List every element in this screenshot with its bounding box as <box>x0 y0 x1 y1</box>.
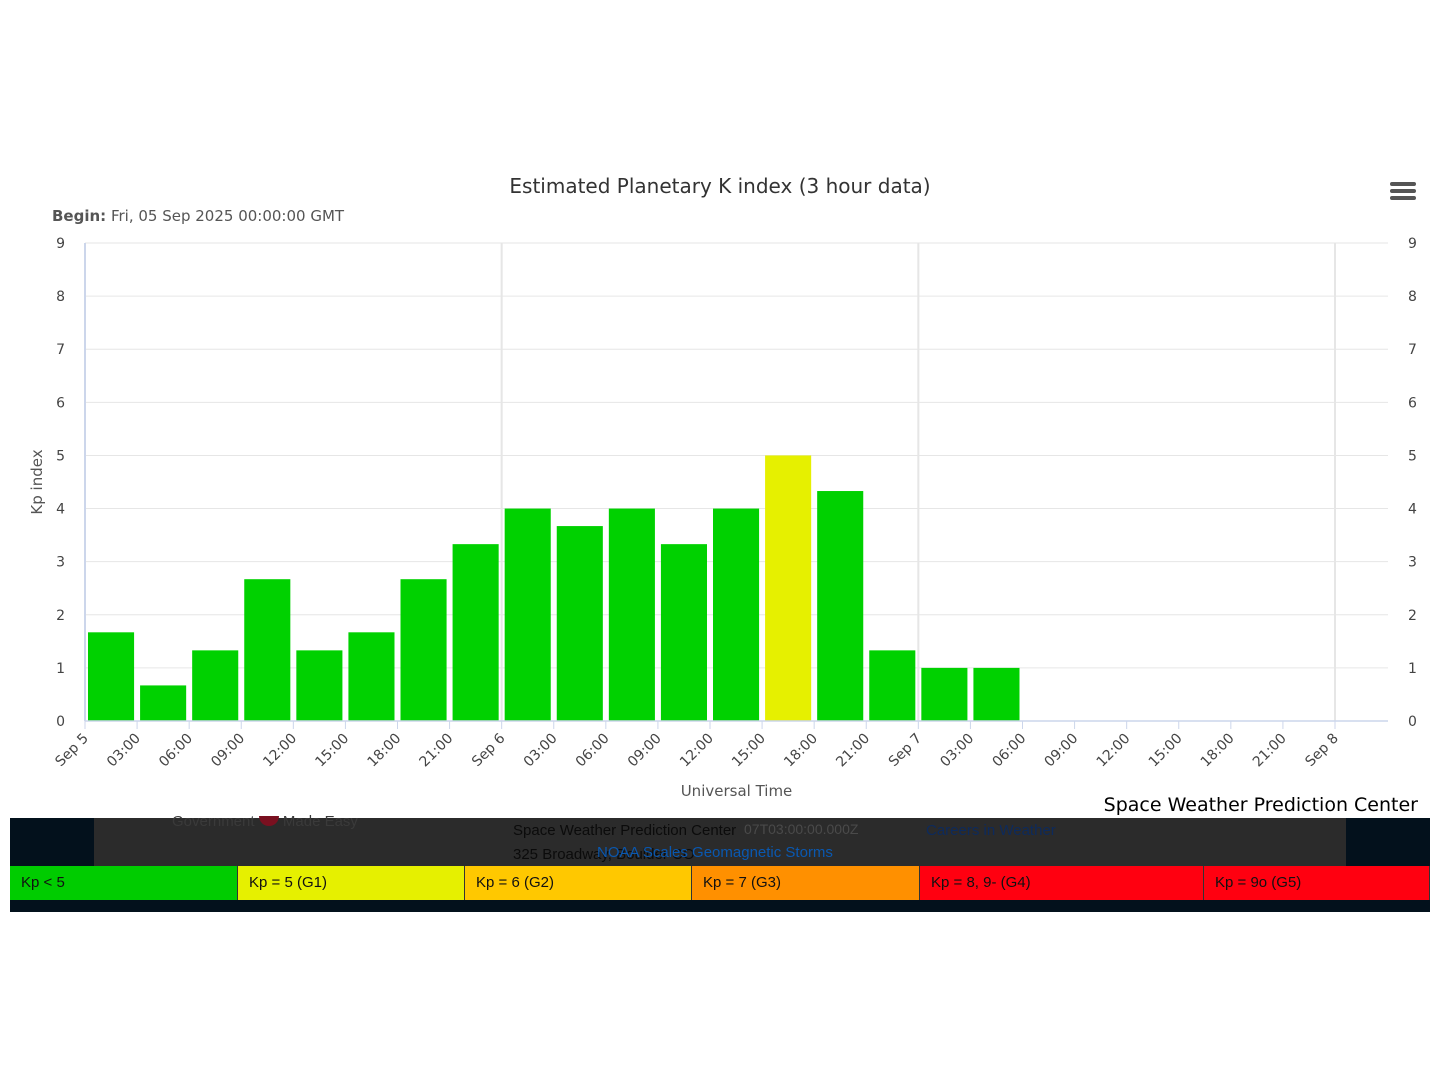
y-tick-label-right: 9 <box>1408 236 1417 252</box>
kp-bar <box>400 579 447 721</box>
x-tick-label: 12:00 <box>1094 731 1134 771</box>
x-tick-label: 18:00 <box>1198 731 1238 771</box>
kp-bar <box>556 526 603 721</box>
kp-bar <box>504 508 551 721</box>
x-tick-label: 15:00 <box>1146 731 1186 771</box>
chart-credit[interactable]: Space Weather Prediction Center <box>1103 794 1418 816</box>
kp-bar <box>869 650 916 721</box>
x-tick-label: 09:00 <box>625 731 665 771</box>
x-tick-label: 06:00 <box>573 731 613 771</box>
y-tick-label-right: 7 <box>1408 342 1417 358</box>
chart-title: Estimated Planetary K index (3 hour data… <box>509 174 931 198</box>
y-tick-label-right: 0 <box>1408 714 1417 730</box>
kp-bar <box>348 632 395 721</box>
kp-bar-chart: 0 0 1 1 2 2 3 3 4 4 5 5 6 6 7 7 8 8 9 9 Sep 5 03:00 06:00 09:00… <box>28 236 1417 800</box>
y-tick-label-left: 7 <box>56 342 65 358</box>
y-tick-label-left: 1 <box>56 661 65 677</box>
subtitle-value: Fri, 05 Sep 2025 00:00:00 GMT <box>110 207 345 225</box>
chart-subtitle: Begin: Fri, 05 Sep 2025 00:00:00 GMT <box>52 207 344 225</box>
scale-legend-item: Kp = 6 (G2) <box>465 866 692 900</box>
menu-line <box>1390 182 1416 186</box>
footer-address: 325 Broadway, Boulder CO <box>513 846 695 863</box>
footer-timestamp: 07T03:00:00.000Z <box>744 821 859 837</box>
y-tick-label-left: 9 <box>56 236 65 252</box>
kp-scale-legend: Kp < 5 Kp = 5 (G1) Kp = 6 (G2) Kp = 7 (G3) K… <box>10 866 1430 900</box>
scale-legend-item: Kp = 5 (G1) <box>238 866 465 900</box>
kp-bar <box>140 685 187 721</box>
kp-bar <box>973 667 1020 721</box>
x-tick-label: 12:00 <box>260 731 300 771</box>
y-tick-label-right: 8 <box>1408 289 1417 305</box>
scale-legend-item: Kp = 8, 9- (G4) <box>920 866 1204 900</box>
gov-logo-icon <box>258 816 279 826</box>
kp-bar <box>452 544 499 721</box>
subtitle-label: Begin: <box>52 207 107 225</box>
x-tick-label: 12:00 <box>677 731 717 771</box>
x-tick-label: 18:00 <box>781 731 821 771</box>
x-tick-label: 21:00 <box>1250 731 1290 771</box>
kp-bar <box>296 650 343 721</box>
y-tick-label-left: 6 <box>56 395 65 411</box>
kp-bar <box>765 455 812 721</box>
x-tick-label: 06:00 <box>156 731 196 771</box>
x-tick-label: Sep 5 <box>52 731 91 770</box>
x-tick-label: 09:00 <box>208 731 248 771</box>
y-tick-label-right: 2 <box>1408 608 1417 624</box>
scale-legend-item: Kp = 9o (G5) <box>1204 866 1430 900</box>
kp-bar <box>192 650 239 721</box>
y-tick-label-left: 5 <box>56 448 65 464</box>
kp-bar <box>244 579 291 721</box>
y-tick-label-right: 1 <box>1408 661 1417 677</box>
x-tick-label: 03:00 <box>104 731 144 771</box>
kp-bar <box>88 632 135 721</box>
menu-line <box>1390 196 1416 200</box>
x-tick-label: 09:00 <box>1042 731 1082 771</box>
x-tick-label: 06:00 <box>989 731 1029 771</box>
y-tick-label-right: 4 <box>1408 502 1417 518</box>
footer-gov-text: Government Made Easy <box>172 813 358 830</box>
kp-bar <box>713 508 760 721</box>
gov-left-text: Government <box>172 813 255 830</box>
x-tick-label: 15:00 <box>312 731 352 771</box>
y-axis-title: Kp index <box>28 449 46 514</box>
x-tick-label: 15:00 <box>729 731 769 771</box>
y-tick-label-left: 0 <box>56 714 65 730</box>
y-tick-label-left: 3 <box>56 555 65 571</box>
x-tick-label: Sep 7 <box>886 731 925 770</box>
footer-panel <box>94 818 1346 866</box>
scale-legend-item: Kp < 5 <box>10 866 238 900</box>
scale-legend-item: Kp = 7 (G3) <box>692 866 920 900</box>
footer-scales-link[interactable]: NOAA Scales Geomagnetic Storms <box>597 844 833 861</box>
x-tick-label: 21:00 <box>833 731 873 771</box>
footer-center-name: Space Weather Prediction Center <box>513 822 737 839</box>
gov-right-text: Made Easy <box>282 813 358 830</box>
kp-bar <box>921 667 968 721</box>
footer-careers-link[interactable]: Careers in Weather <box>926 822 1056 839</box>
y-tick-label-right: 5 <box>1408 448 1417 464</box>
y-tick-label-left: 2 <box>56 608 65 624</box>
y-tick-label-left: 8 <box>56 289 65 305</box>
y-tick-label-right: 6 <box>1408 395 1417 411</box>
y-tick-label-left: 4 <box>56 502 65 518</box>
chart-menu-icon[interactable] <box>1390 182 1416 206</box>
kp-bar <box>817 491 864 721</box>
menu-line <box>1390 189 1416 193</box>
x-tick-label: Sep 8 <box>1302 731 1341 770</box>
x-tick-label: 18:00 <box>364 731 404 771</box>
x-axis-title: Universal Time <box>681 782 793 800</box>
kp-bar <box>608 508 655 721</box>
x-tick-label: Sep 6 <box>469 730 508 769</box>
y-tick-label-right: 3 <box>1408 555 1417 571</box>
x-tick-label: 03:00 <box>937 731 977 771</box>
x-tick-label: 21:00 <box>417 731 457 771</box>
kp-bar <box>660 544 707 721</box>
x-tick-label: 03:00 <box>521 731 561 771</box>
